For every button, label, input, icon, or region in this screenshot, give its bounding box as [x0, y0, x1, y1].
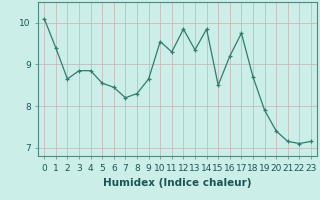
X-axis label: Humidex (Indice chaleur): Humidex (Indice chaleur) [103, 178, 252, 188]
